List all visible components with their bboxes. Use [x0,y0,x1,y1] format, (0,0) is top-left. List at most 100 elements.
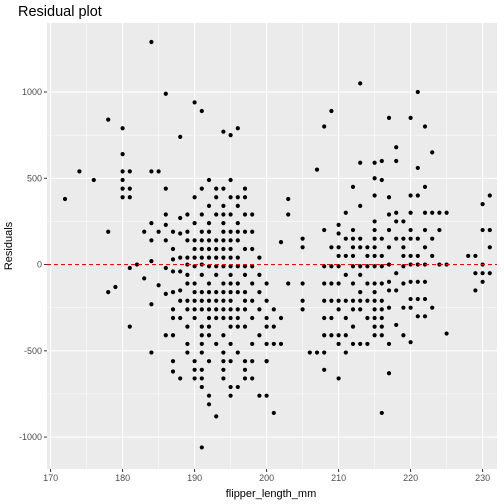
data-point [422,227,428,233]
data-point [163,291,168,296]
data-point [394,219,399,224]
data-point [372,290,377,295]
data-point [271,410,276,416]
data-point [358,341,363,347]
data-point [235,203,240,208]
data-point [372,245,377,250]
data-point [401,219,406,224]
data-point [228,238,233,243]
data-point [386,212,392,217]
data-point [271,307,276,312]
data-point [480,227,485,233]
data-point [372,333,377,338]
data-point [156,283,161,288]
data-point [372,281,377,286]
data-point [386,279,392,284]
data-point [430,236,435,241]
data-point [329,264,334,269]
data-point [221,264,226,269]
data-point [170,369,176,374]
x-tick-label: 170 [43,473,58,483]
data-point [235,195,240,200]
data-point [206,290,212,295]
data-point [322,227,327,233]
data-point [322,333,327,338]
data-point [336,245,341,250]
data-point [408,236,413,241]
data-point [221,359,226,364]
data-point [372,324,377,329]
data-point [163,333,168,338]
data-point [235,290,240,295]
data-point [170,290,176,295]
data-point [185,238,190,243]
y-tick-label: 500 [27,173,42,183]
data-point [192,290,197,295]
data-point [250,264,255,269]
data-point [350,307,356,312]
data-point [77,169,82,174]
data-point [350,324,356,329]
data-point [228,315,233,321]
data-point [206,315,212,321]
data-point [379,158,384,164]
data-point [257,272,262,277]
data-point [278,240,284,245]
data-point [120,126,125,131]
data-point [473,288,478,293]
data-point [437,210,442,215]
data-point [127,186,132,191]
data-point [149,39,154,45]
data-point [163,265,168,271]
data-point [214,264,219,269]
data-point [336,281,341,286]
data-point [322,124,327,129]
data-point [422,279,428,284]
data-point [264,298,269,303]
data-point [322,264,327,269]
data-point [221,186,226,191]
data-point [192,238,197,243]
data-point [170,307,176,312]
data-point [473,253,478,259]
data-point [199,384,204,390]
data-point [386,115,392,120]
data-point [199,229,204,234]
data-point [170,257,176,262]
y-tick-label: 0 [37,260,42,270]
data-point [192,281,197,286]
data-point [386,371,392,376]
data-point [372,219,377,224]
data-point [480,279,485,284]
data-point [437,227,442,233]
x-tick-label: 200 [259,473,274,483]
data-point [228,212,233,217]
data-point [343,253,348,259]
data-point [242,298,248,303]
data-point [199,341,204,347]
data-point [214,272,219,277]
data-point [480,271,485,276]
data-point [228,290,233,295]
data-point [336,341,341,347]
data-point [394,158,399,164]
data-point [185,281,190,286]
data-point [343,298,348,303]
data-point [242,307,248,312]
data-point [170,333,176,338]
data-point [185,298,190,303]
x-axis-ticks: 170 180 190 200 210 220 230 [43,469,490,483]
data-point [221,238,226,243]
data-point [401,245,406,250]
data-point [235,384,240,390]
data-point [379,298,384,303]
data-point [149,302,154,307]
data-point [185,324,190,329]
data-point [199,333,204,338]
plot-panel [47,23,497,469]
data-point [250,315,255,321]
data-point [358,81,363,86]
data-point [199,186,204,191]
data-point [343,315,348,321]
data-point [271,341,276,347]
